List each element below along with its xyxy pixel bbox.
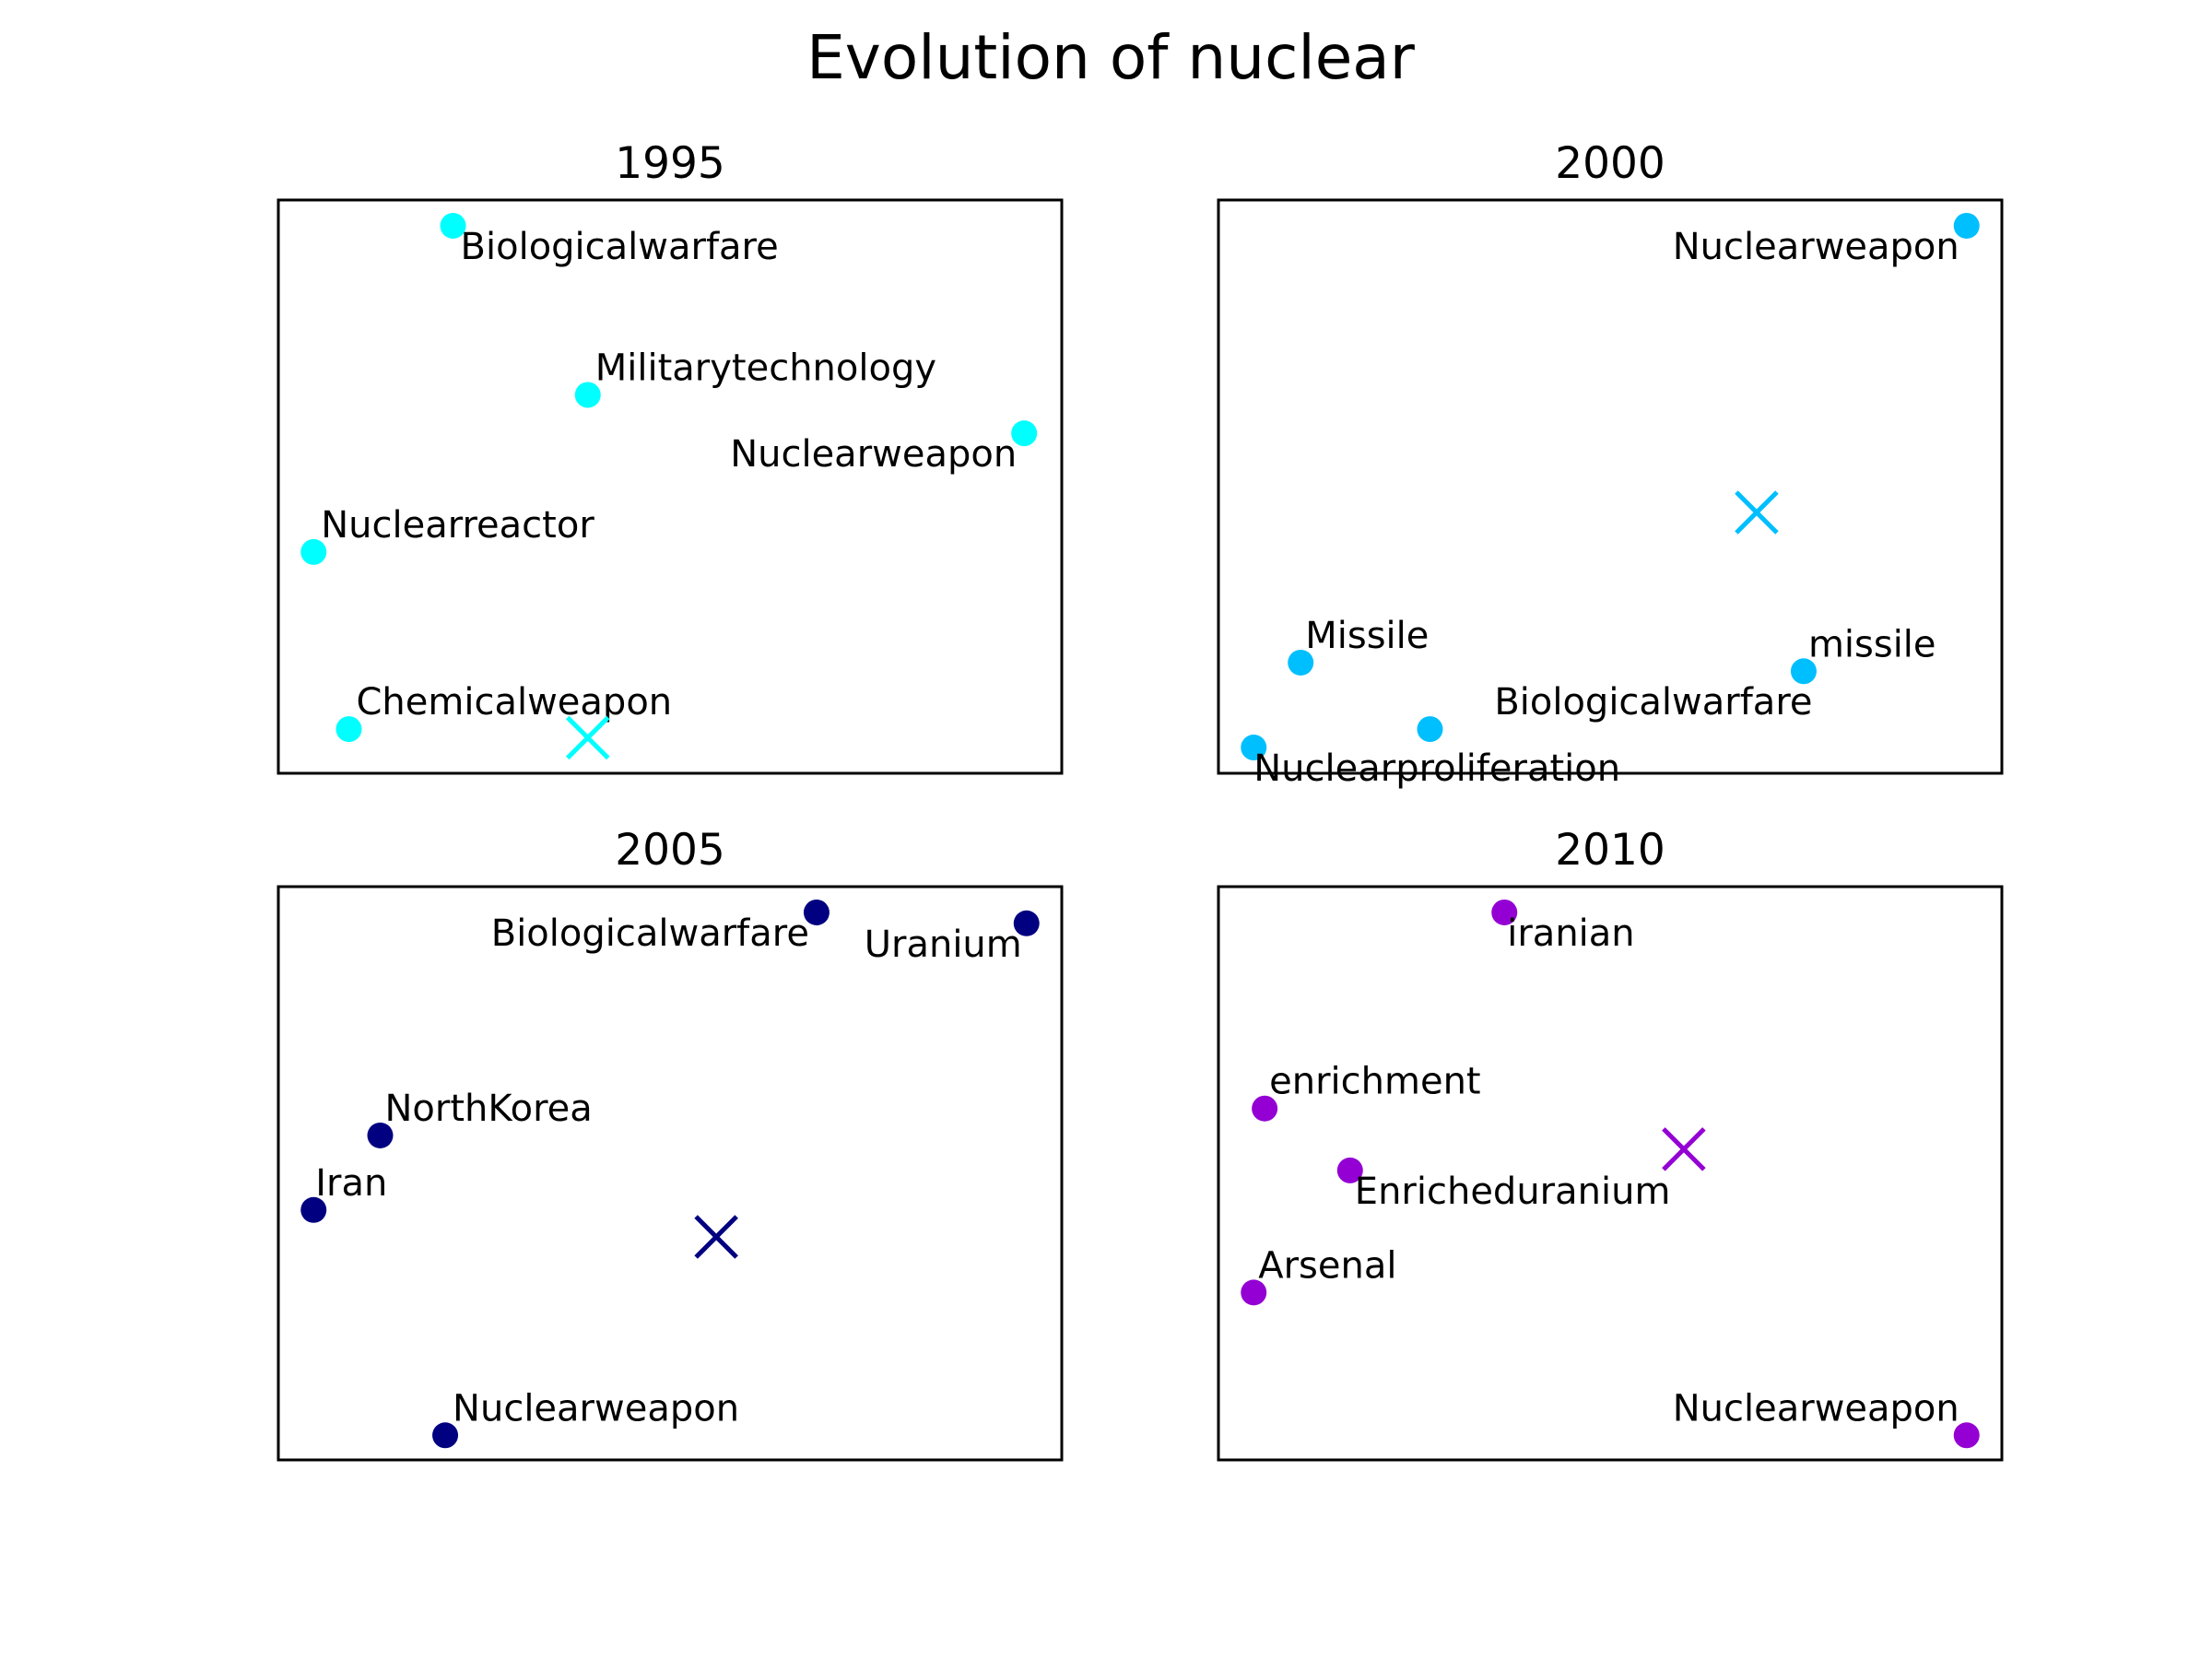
- data-point: [1790, 658, 1817, 685]
- data-point: [1241, 1279, 1267, 1306]
- axes-frame: [276, 885, 1064, 1462]
- figure-title: Evolution of nuclear: [806, 22, 1416, 93]
- point-label: Uranium: [865, 924, 1022, 966]
- point-label: Nuclearweapon: [730, 433, 1017, 476]
- data-point: [1241, 735, 1267, 761]
- data-point: [1336, 1157, 1363, 1183]
- centroid-marker: [565, 715, 610, 760]
- point-label: Biologicalwarfare: [461, 226, 779, 268]
- point-label: iranian: [1507, 912, 1634, 955]
- centroid-stroke: [1662, 1127, 1706, 1171]
- point-label: Nuclearproliferation: [1253, 747, 1620, 790]
- subplot-1995: 1995 Biologicalwarfare Militarytechnology N…: [276, 138, 1064, 775]
- data-point: [574, 382, 601, 408]
- data-point: [1953, 1422, 1980, 1449]
- point-label: Nuclearweapon: [453, 1387, 739, 1430]
- centroid-stroke: [565, 715, 610, 760]
- data-point: [300, 538, 327, 565]
- point-label: Enricheduranium: [1355, 1171, 1671, 1213]
- point-label: Arsenal: [1258, 1244, 1396, 1287]
- centroid-stroke: [1735, 490, 1779, 535]
- point-label: Nuclearweapon: [1673, 226, 1959, 268]
- point-label: enrichment: [1269, 1061, 1480, 1103]
- point-label: Biologicalwarfare: [491, 912, 809, 955]
- subplot-2005: 2005 Biologicalwarfare Uranium NorthKorea Ir…: [276, 825, 1064, 1462]
- axes-frame: [1217, 885, 2004, 1462]
- subplot-title: 2005: [615, 825, 725, 876]
- centroid-stroke: [694, 1215, 738, 1259]
- point-label: Biologicalwarfare: [1494, 681, 1812, 724]
- data-point: [803, 899, 830, 925]
- data-point: [335, 716, 362, 743]
- data-point: [1288, 649, 1314, 676]
- subplot-grid: 1995 Biologicalwarfare Militarytechnology N…: [276, 138, 2004, 1462]
- point-label: Missile: [1305, 615, 1429, 657]
- point-label: Nuclearweapon: [1673, 1387, 1959, 1430]
- data-point: [1953, 212, 1980, 239]
- point-label: Chemicalweapon: [357, 681, 673, 724]
- point-label: Iran: [315, 1162, 387, 1205]
- data-point: [1491, 899, 1518, 925]
- centroid-marker: [1662, 1127, 1706, 1171]
- data-point: [300, 1196, 327, 1223]
- data-point: [1011, 420, 1038, 447]
- data-point: [1252, 1095, 1278, 1122]
- data-point: [367, 1122, 394, 1148]
- point-label: missile: [1808, 623, 1936, 665]
- axes-frame: [1217, 198, 2004, 775]
- subplot-title: 2010: [1555, 825, 1665, 876]
- data-point: [1013, 910, 1040, 936]
- data-point: [440, 212, 466, 239]
- data-point: [432, 1422, 459, 1449]
- subplot-title: 1995: [615, 138, 725, 189]
- centroid-marker: [694, 1215, 738, 1259]
- centroid-marker: [1735, 490, 1779, 535]
- axes-frame: [276, 198, 1064, 775]
- data-point: [1417, 716, 1443, 743]
- subplot-title: 2000: [1555, 138, 1665, 189]
- point-label: Nuclearreactor: [321, 504, 594, 547]
- subplot-2010: 2010 iranian enrichment Enricheduranium Arse…: [1217, 825, 2004, 1462]
- point-label: NorthKorea: [385, 1088, 593, 1130]
- point-label: Militarytechnology: [595, 347, 936, 389]
